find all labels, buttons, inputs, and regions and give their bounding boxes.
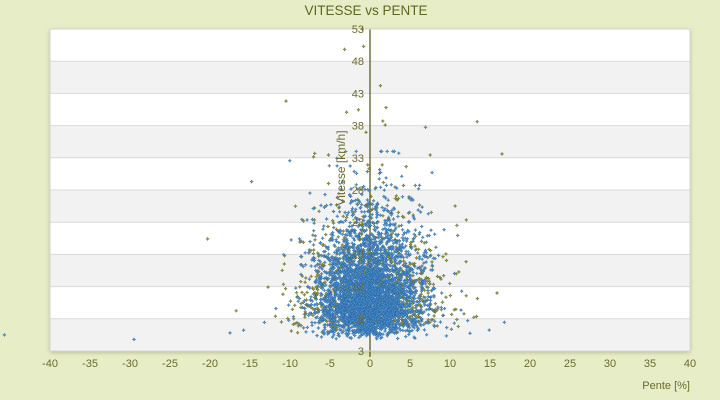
svg-text:28: 28 (352, 185, 364, 197)
svg-text:18: 18 (352, 249, 364, 261)
svg-text:-20: -20 (202, 358, 218, 370)
svg-text:-40: -40 (42, 358, 58, 370)
svg-text:-15: -15 (242, 358, 258, 370)
svg-text:13: 13 (352, 282, 364, 294)
svg-text:5: 5 (407, 358, 413, 370)
svg-text:-30: -30 (122, 358, 138, 370)
svg-text:-5: -5 (325, 358, 335, 370)
svg-text:VITESSE vs PENTE: VITESSE vs PENTE (304, 3, 427, 18)
svg-text:23: 23 (352, 217, 364, 229)
svg-text:8: 8 (358, 314, 364, 326)
svg-text:25: 25 (564, 358, 576, 370)
svg-text:53: 53 (352, 24, 364, 36)
svg-text:-35: -35 (82, 358, 98, 370)
svg-text:30: 30 (604, 358, 616, 370)
svg-text:15: 15 (484, 358, 496, 370)
svg-text:-25: -25 (162, 358, 178, 370)
svg-text:43: 43 (352, 88, 364, 100)
svg-text:Vitesse [km/h]: Vitesse [km/h] (334, 130, 348, 205)
svg-text:38: 38 (352, 121, 364, 133)
svg-text:0: 0 (367, 358, 373, 370)
svg-text:40: 40 (684, 358, 696, 370)
svg-text:33: 33 (352, 153, 364, 165)
svg-text:10: 10 (444, 358, 456, 370)
svg-text:Pente [%]: Pente [%] (642, 380, 690, 392)
svg-text:20: 20 (524, 358, 536, 370)
svg-text:-10: -10 (282, 358, 298, 370)
svg-text:3: 3 (358, 346, 364, 358)
svg-text:48: 48 (352, 56, 364, 68)
svg-text:35: 35 (644, 358, 656, 370)
